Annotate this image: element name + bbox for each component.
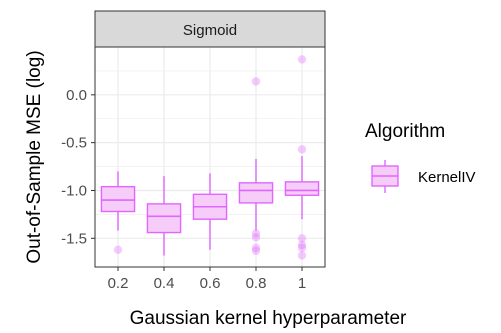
box-1 — [284, 55, 320, 260]
box-iqr — [100, 185, 136, 213]
box-iqr — [284, 181, 320, 196]
x-tick-label: 0.2 — [108, 275, 129, 292]
outlier-point — [297, 145, 307, 154]
outlier-point — [297, 243, 307, 253]
outlier-point — [251, 233, 261, 242]
x-axis-title: Gaussian kernel hyperparameter — [130, 308, 407, 329]
box-0.6 — [192, 173, 228, 250]
y-axis: 0.0 -0.5 -1.0 -1.5 — [61, 87, 95, 247]
box-0.2 — [100, 171, 136, 254]
strip-label: Sigmoid — [183, 22, 237, 39]
y-tick-label: -1.0 — [61, 182, 87, 199]
outlier-point — [251, 77, 261, 86]
x-axis: 0.2 0.4 0.6 0.8 1 — [108, 267, 306, 292]
box-0.8 — [238, 77, 274, 255]
x-tick-label: 1 — [298, 275, 306, 292]
outlier-point — [251, 229, 261, 238]
x-tick-label: 0.6 — [200, 275, 221, 292]
outlier-point — [297, 234, 307, 243]
legend-key-kernelIV — [371, 160, 399, 193]
outlier-point — [297, 55, 307, 64]
box-0.4 — [146, 176, 182, 256]
y-tick-label: -1.5 — [61, 230, 87, 247]
box-iqr — [146, 203, 182, 234]
boxplots — [100, 55, 320, 260]
outlier-point — [297, 240, 307, 250]
y-axis-title: Out-of-Sample MSE (log) — [24, 50, 45, 263]
y-tick-label: -0.5 — [61, 135, 87, 152]
legend-title: Algorithm — [365, 121, 445, 142]
box-iqr — [238, 182, 274, 204]
legend-label-kernelIV: KernelIV — [418, 169, 476, 186]
outlier-point — [113, 245, 123, 254]
x-tick-label: 0.8 — [246, 275, 267, 292]
x-tick-label: 0.4 — [154, 275, 175, 292]
strip-background — [94, 10, 326, 48]
outlier-point — [251, 243, 261, 253]
y-tick-label: 0.0 — [66, 87, 87, 104]
outlier-point — [297, 251, 307, 260]
outlier-point — [251, 246, 261, 255]
